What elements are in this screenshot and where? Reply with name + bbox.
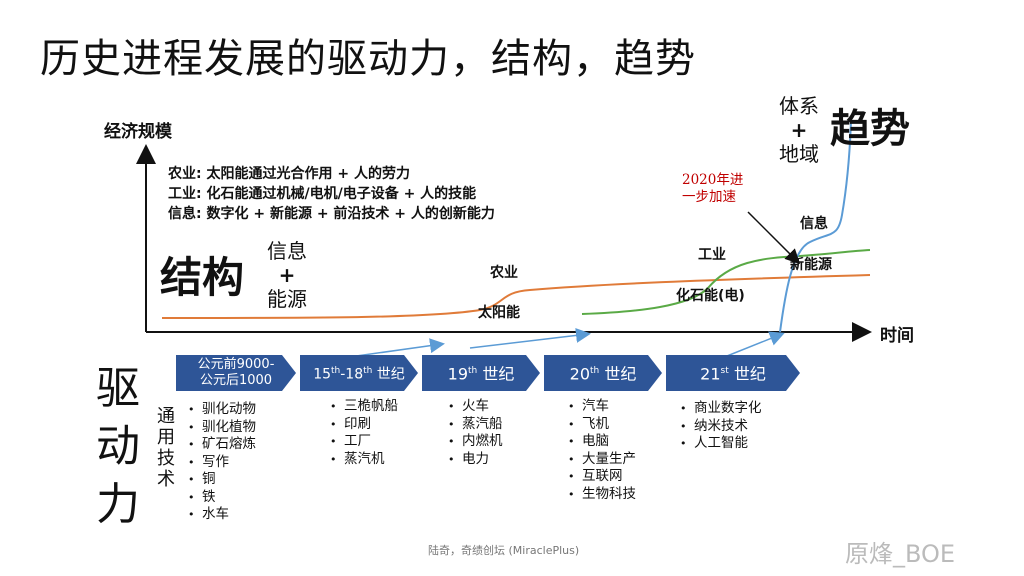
industry-curve [581,249,871,315]
label-new-energy: 新能源 [790,257,832,273]
era-2-num-a: 15 [313,366,332,383]
list-item: 铜 [188,471,256,489]
acceleration-arrow [747,211,801,265]
tech-list-15-18th: 三桅帆船 印刷 工厂 蒸汽机 [330,398,398,468]
list-item: 矿石熔炼 [188,436,256,454]
era-3-num: 19 [447,364,469,384]
trend-sub-region: 地域 [779,142,819,166]
trend-sub-system: 体系 [779,94,819,118]
drivers-label: 驱动力 [96,363,140,530]
list-item: 生物科技 [568,486,636,504]
list-item: 蒸汽机 [330,451,398,469]
list-item: 驯化动物 [188,401,256,419]
trend-label: 趋势 [830,106,910,152]
era-4-num: 20 [569,364,591,384]
y-axis-label: 经济规模 [104,122,172,142]
list-item: 驯化植物 [188,419,256,437]
list-item: 工厂 [330,433,398,451]
x-axis-label: 时间 [880,326,914,346]
list-item: 纳米技术 [680,418,762,436]
era-5-num: 21 [700,364,721,384]
structure-sub-plus: + [278,263,296,287]
tech-list-19th: 火车 蒸汽船 内燃机 电力 [448,398,503,468]
list-item: 大量生产 [568,451,636,469]
era-15-18th-century: 15th-18th 世纪 [300,355,418,391]
label-industry: 工业 [698,247,726,263]
list-item: 飞机 [568,416,636,434]
label-solar: 太阳能 [478,305,520,321]
page-title: 历史进程发展的驱动力，结构，趋势 [40,36,696,82]
trend-sub-plus: + [790,118,808,142]
list-item: 商业数字化 [680,400,762,418]
list-item: 蒸汽船 [448,416,503,434]
watermark: 原烽_BOE [845,540,956,568]
list-item: 水车 [188,506,256,524]
trend-sub: 体系 + 地域 [776,94,822,166]
definition-information: 信息: 数字化 + 新能源 + 前沿技术 + 人的创新能力 [168,206,495,222]
structure-sub-energy: 能源 [267,287,307,311]
era-arrow-3 [721,331,785,359]
definition-agriculture: 农业: 太阳能通过光合作用 + 人的劳力 [168,166,410,182]
era-ancient: 公元前9000- 公元后1000 [176,355,296,391]
label-information: 信息 [800,216,828,232]
era-ancient-line-2: 公元后1000 [199,373,273,388]
era-arrow-2 [469,327,591,349]
list-item: 汽车 [568,398,636,416]
list-item: 人工智能 [680,435,762,453]
list-item: 互联网 [568,468,636,486]
era-2-suffix: 世纪 [372,366,405,383]
era-21st-century: 21st 世纪 [666,355,800,391]
tech-list-21st: 商业数字化 纳米技术 人工智能 [680,400,762,453]
era-2-sup-b: th [363,366,373,377]
era-4-suffix: 世纪 [599,364,637,384]
structure-sub: 信息 + 能源 [264,239,310,311]
era-ancient-line-1: 公元前9000- [197,357,275,372]
structure-sub-information: 信息 [267,239,307,263]
era-3-suffix: 世纪 [477,364,515,384]
list-item: 印刷 [330,416,398,434]
list-item: 三桅帆船 [330,398,398,416]
label-agriculture: 农业 [490,265,518,281]
definition-industry: 工业: 化石能通过机械/电机/电子设备 + 人的技能 [168,186,477,202]
agriculture-curve [161,274,871,319]
structure-label: 结构 [160,253,245,302]
label-fossil: 化石能(电) [676,288,745,304]
list-item: 电力 [448,451,503,469]
definitions: 农业: 太阳能通过光合作用 + 人的劳力 工业: 化石能通过机械/电机/电子设备… [168,164,495,224]
general-tech-label: 通用技术 [157,406,175,490]
information-curve [779,119,852,333]
footer-credit: 陆奇，奇绩创坛 (MiraclePlus) [428,544,580,557]
era-20th-century: 20th 世纪 [544,355,662,391]
era-5-sup: st [720,366,729,377]
tech-list-ancient: 驯化动物 驯化植物 矿石熔炼 写作 铜 铁 水车 [188,401,256,524]
era-4-sup: th [590,366,600,377]
list-item: 内燃机 [448,433,503,451]
tech-list-20th: 汽车 飞机 电脑 大量生产 互联网 生物科技 [568,398,636,503]
annotation-2020: 2020年进 一步加速 [682,172,744,205]
era-2-sup-a: th [331,366,341,377]
list-item: 电脑 [568,433,636,451]
list-item: 写作 [188,454,256,472]
list-item: 火车 [448,398,503,416]
era-5-suffix: 世纪 [728,364,766,384]
era-19th-century: 19th 世纪 [422,355,540,391]
list-item: 铁 [188,489,256,507]
era-3-sup: th [468,366,478,377]
era-2-num-b: -18 [340,366,364,383]
